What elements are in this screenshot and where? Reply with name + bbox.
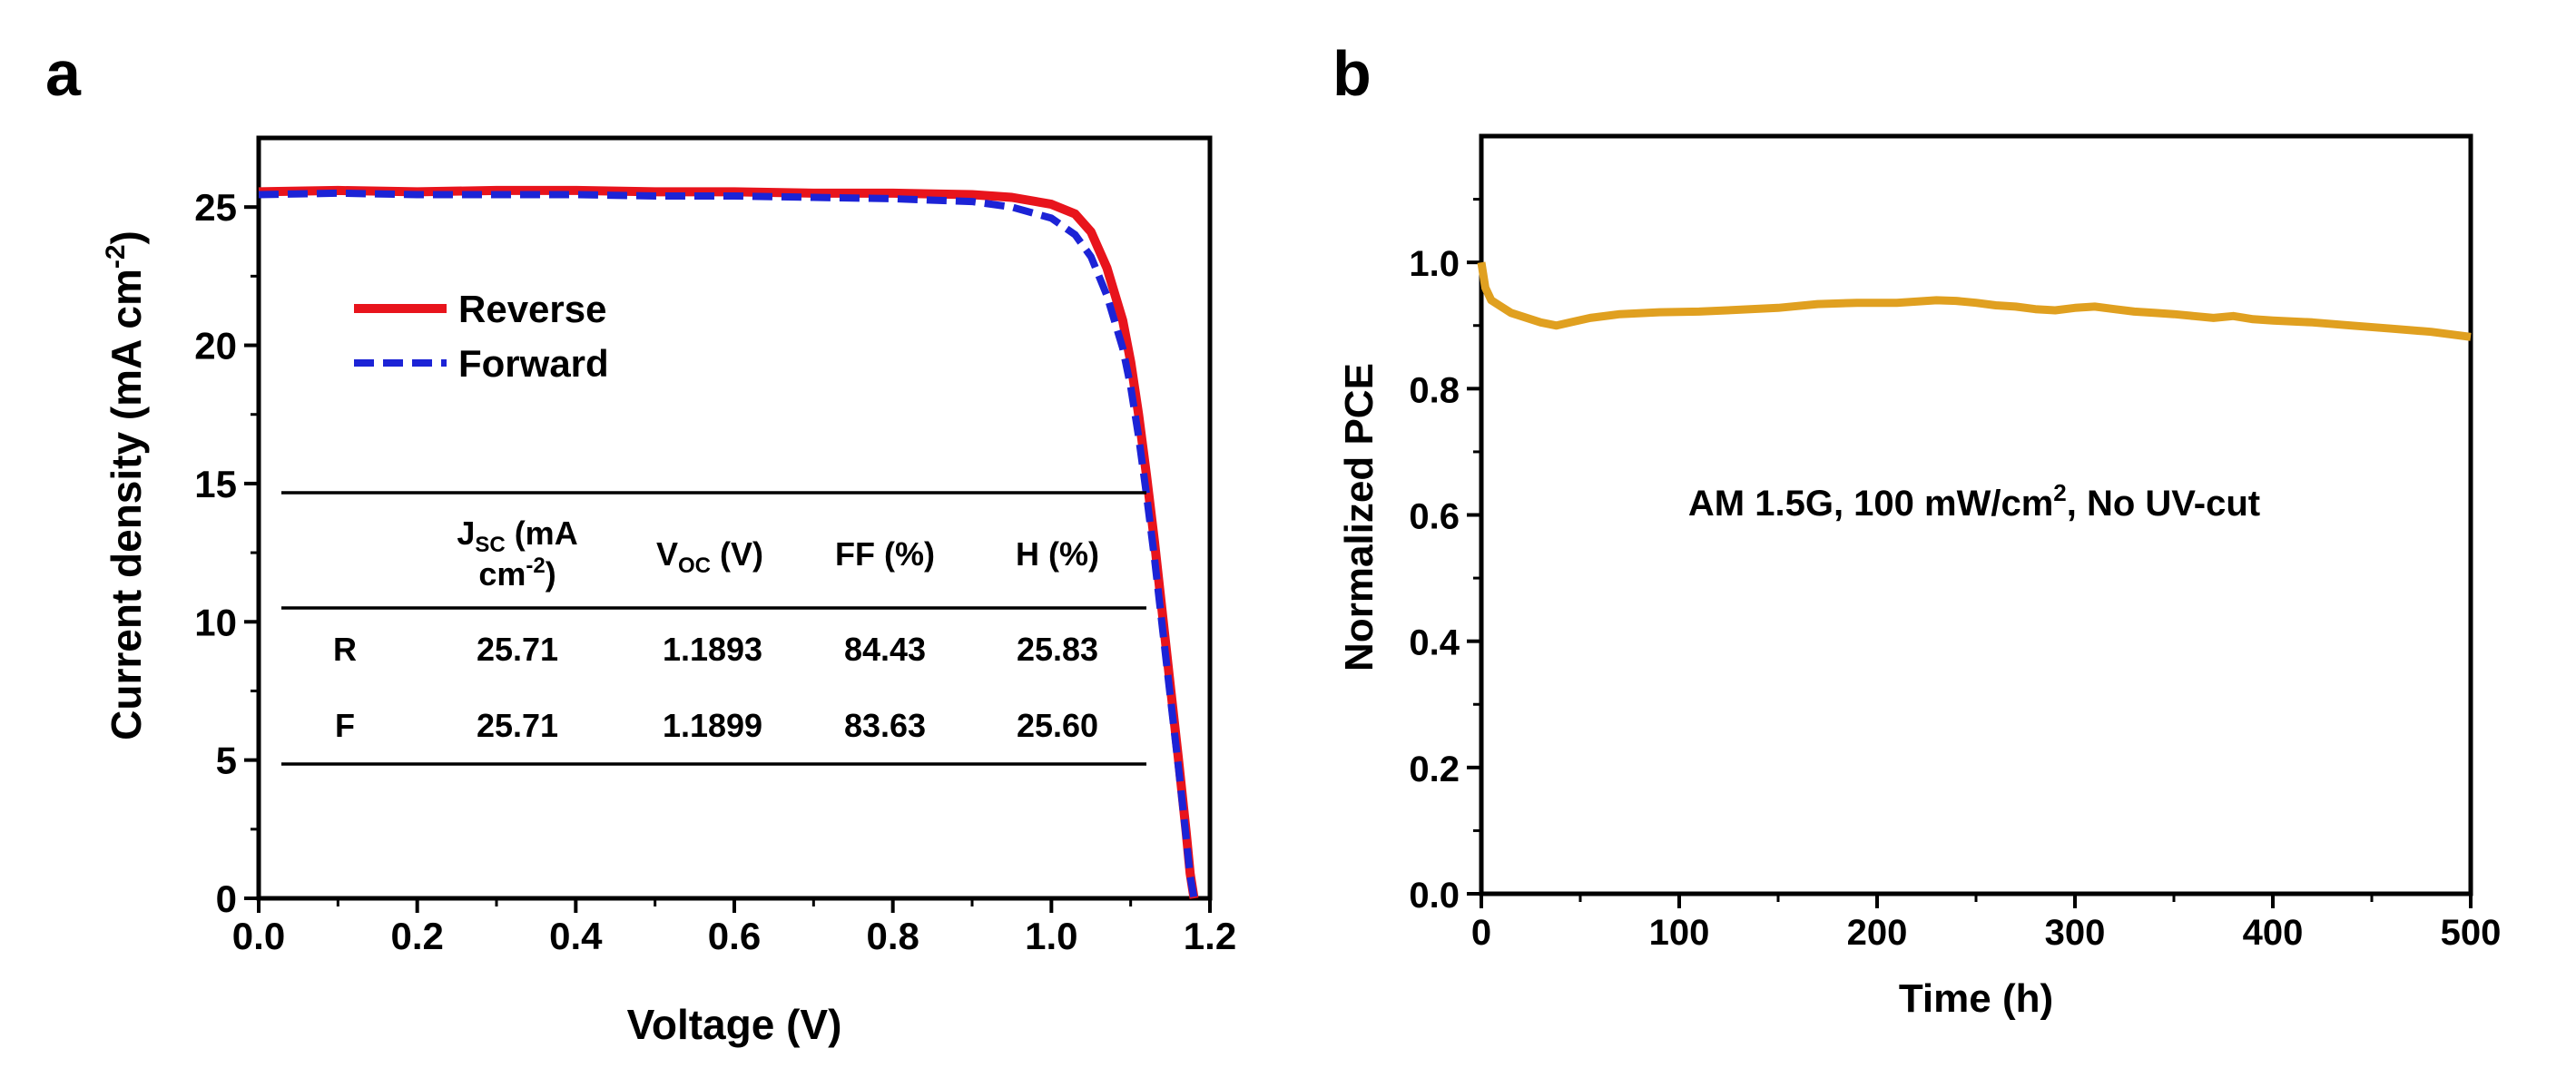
panel-b: b 0 100 200 300 400 500 0.0 0.2 0.4 0.6 0.8 1.0 Ti…	[1332, 38, 2501, 1021]
panel-b-x-tick-label: 400	[2243, 913, 2304, 953]
panel-a-y-tick-label: 0	[216, 877, 237, 920]
panel-b-y-ticks: 0.0 0.2 0.4 0.6 0.8 1.0	[1409, 198, 1481, 916]
panel-a-y-tick-label: 10	[194, 601, 237, 643]
legend-reverse-label: Reverse	[458, 288, 606, 330]
header-jsc: JSC (mA	[457, 514, 577, 557]
row-r-jsc: 25.71	[477, 631, 558, 668]
row-r-label: R	[333, 631, 357, 668]
panel-a-y-tick-label: 20	[194, 325, 237, 367]
panel-a-x-ticks: 0.0 0.2 0.4 0.6 0.8 1.0 1.2	[232, 898, 1236, 957]
reverse-series-line	[258, 185, 1199, 899]
illumination-annotation: AM 1.5G, 100 mW/cm2, No UV-cut	[1688, 479, 2260, 524]
panel-b-y-tick-label: 0.2	[1409, 750, 1460, 789]
panel-b-y-tick-label: 0.6	[1409, 497, 1460, 537]
panel-a-y-tick-label: 5	[216, 740, 237, 782]
row-r-ff: 84.43	[844, 631, 926, 668]
row-f-label: F	[335, 707, 355, 744]
panel-a-x-tick-label: 1.0	[1025, 915, 1077, 957]
panel-a-x-axis-label: Voltage (V)	[627, 1001, 842, 1048]
normalized-pce-series-line	[1477, 261, 2472, 341]
panel-b-y-tick-label: 1.0	[1409, 244, 1460, 284]
panel-b-letter: b	[1332, 38, 1372, 109]
panel-b-x-tick-label: 0	[1471, 913, 1491, 953]
panel-b-y-tick-label: 0.4	[1409, 623, 1460, 663]
header-ff: FF (%)	[835, 535, 935, 573]
header-voc: VOC (V)	[656, 535, 763, 578]
panel-b-y-axis-label: Normalized PCE	[1337, 363, 1381, 671]
panel-a-x-tick-label: 0.2	[390, 915, 443, 957]
panel-a-x-tick-label: 0.4	[549, 915, 603, 957]
header-h: H (%)	[1016, 535, 1099, 573]
header-jsc-line2: cm-2)	[478, 554, 556, 593]
panel-a-legend: Reverse Forward	[354, 288, 609, 385]
panel-b-x-ticks: 0 100 200 300 400 500	[1471, 894, 2502, 953]
row-r-voc: 1.1893	[663, 631, 762, 668]
panel-a-x-tick-label: 0.6	[708, 915, 761, 957]
panel-a: a 0.0 0.2 0.4 0.6 0.8 1.0 1.2 0 5 10 15 20 25 Volta…	[45, 38, 1236, 1048]
panel-a-x-tick-label: 0.0	[232, 915, 285, 957]
panel-a-y-tick-label: 15	[194, 463, 237, 505]
forward-series-line	[258, 189, 1198, 899]
parameters-table: JSC (mA cm-2) VOC (V) FF (%) H (%) R 25.…	[281, 491, 1146, 766]
panel-a-letter: a	[45, 38, 82, 109]
panel-b-y-tick-label: 0.8	[1409, 370, 1460, 410]
legend-forward-label: Forward	[458, 342, 609, 385]
panel-b-x-tick-label: 100	[1649, 913, 1710, 953]
panel-b-y-tick-label: 0.0	[1409, 876, 1460, 916]
panel-b-x-tick-label: 500	[2441, 913, 2502, 953]
row-f-jsc: 25.71	[477, 707, 558, 744]
panel-a-x-tick-label: 0.8	[866, 915, 919, 957]
panel-a-x-tick-label: 1.2	[1184, 915, 1236, 957]
panel-b-x-tick-label: 200	[1847, 913, 1908, 953]
row-f-voc: 1.1899	[663, 707, 762, 744]
panel-a-plot-frame	[256, 135, 1213, 901]
panel-a-y-ticks: 0 5 10 15 20 25	[194, 186, 259, 920]
panel-a-y-axis-label: Current density (mA cm-2)	[101, 230, 150, 740]
row-r-h: 25.83	[1017, 631, 1098, 668]
panel-a-y-tick-label: 25	[194, 186, 237, 229]
panel-b-x-tick-label: 300	[2045, 913, 2106, 953]
panel-b-x-axis-label: Time (h)	[1899, 976, 2053, 1021]
row-f-ff: 83.63	[844, 707, 926, 744]
row-f-h: 25.60	[1017, 707, 1098, 744]
